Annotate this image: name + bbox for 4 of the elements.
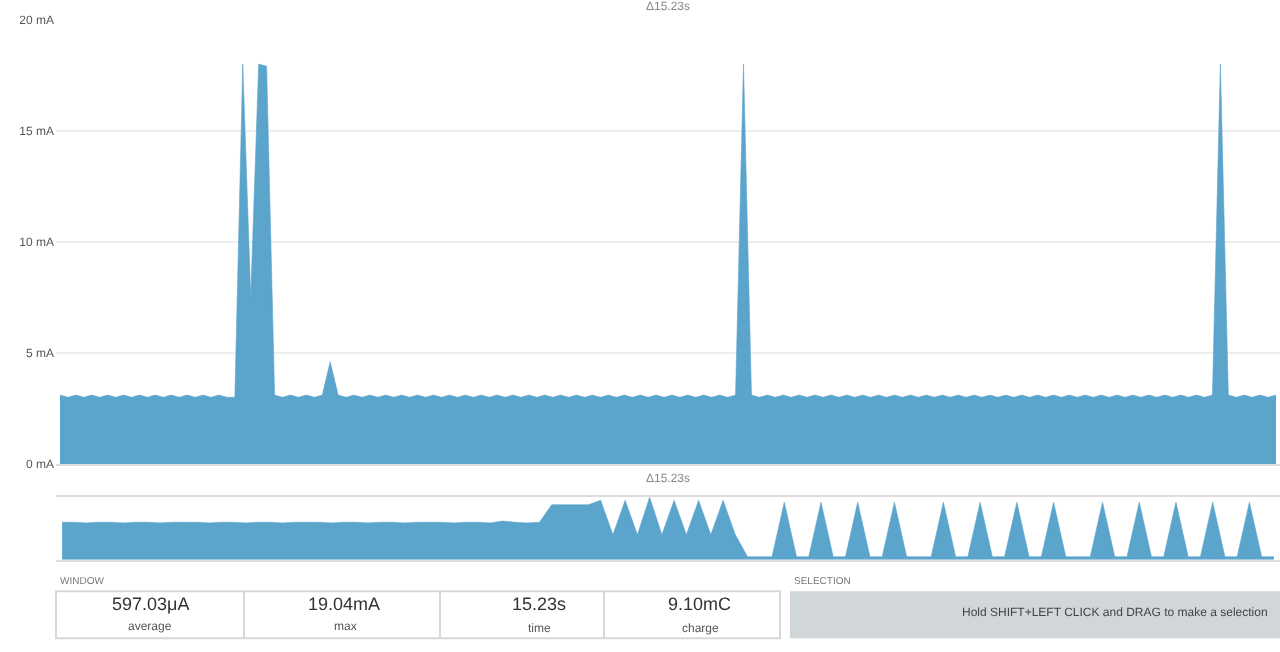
- text: 19.04mA: [308, 594, 381, 614]
- text: 15.23s: [512, 594, 568, 614]
- text: 9.10mC: [668, 594, 733, 614]
- text: 597.03μA: [112, 594, 190, 614]
